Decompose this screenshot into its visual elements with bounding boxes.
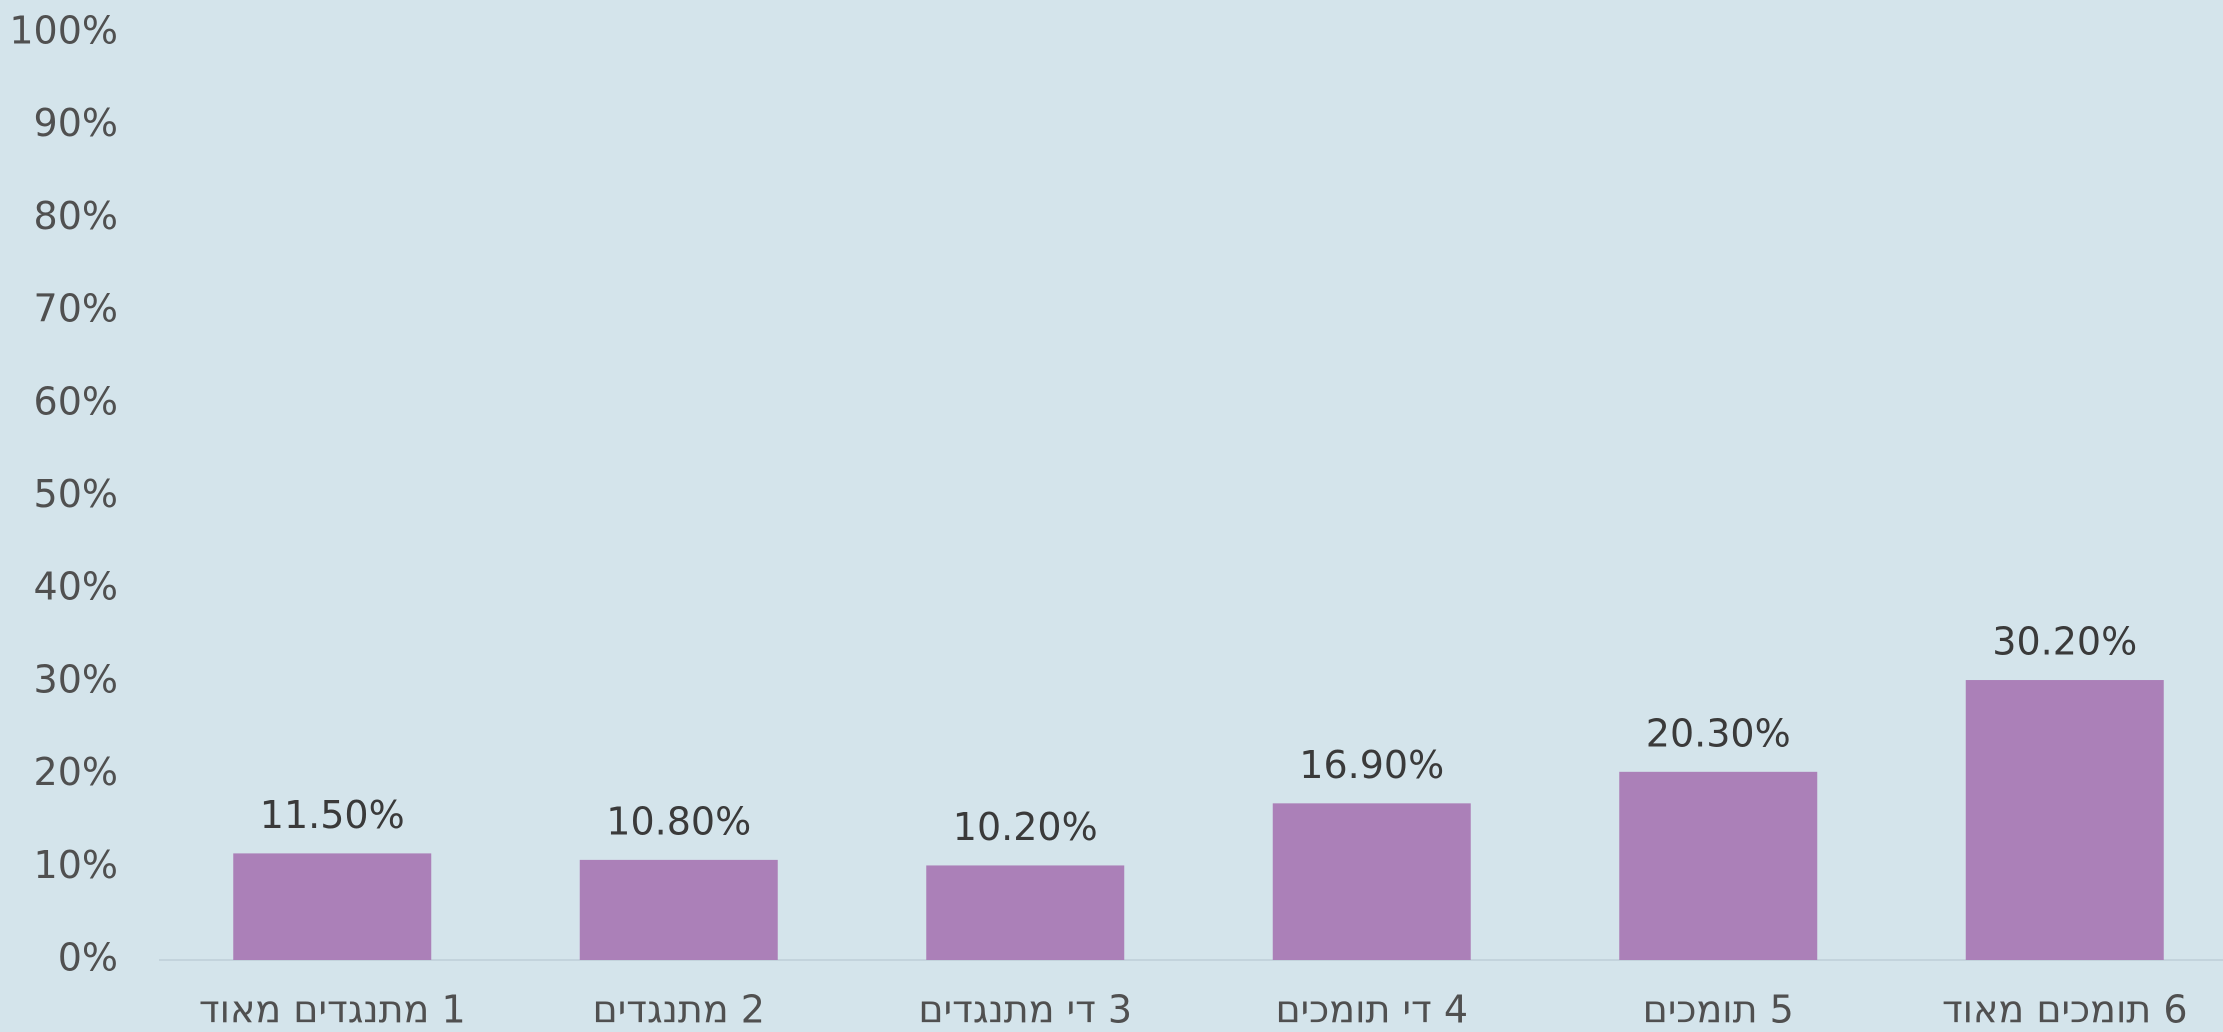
value-label: 10.80% (606, 799, 751, 843)
bar (233, 853, 432, 960)
x-tick-label: 6 תומכים מאוד (1942, 988, 2188, 1032)
y-tick-label: 50% (34, 472, 118, 516)
x-tick-label: 4 די תומכים (1275, 988, 1468, 1032)
value-label: 20.30% (1646, 711, 1791, 755)
y-tick-label: 70% (34, 287, 118, 331)
y-tick-label: 0% (58, 936, 118, 980)
value-label: 16.90% (1299, 743, 1444, 787)
x-tick-label: 1 מתנגדים מאוד (199, 988, 466, 1032)
bar (926, 865, 1125, 960)
bar (1619, 771, 1818, 960)
x-tick-label: 5 תומכים (1643, 988, 1794, 1032)
y-tick-label: 30% (34, 657, 118, 701)
bar (1965, 680, 2164, 960)
value-label: 11.50% (260, 793, 405, 837)
x-tick-label: 3 די מתנגדים (918, 988, 1132, 1032)
x-tick-label: 2 מתנגדים (593, 988, 765, 1032)
bar (1272, 803, 1471, 960)
y-tick-label: 90% (34, 101, 118, 145)
y-tick-label: 100% (9, 9, 118, 53)
value-label: 30.20% (1992, 620, 2137, 664)
y-tick-label: 20% (34, 750, 118, 794)
y-tick-label: 10% (34, 843, 118, 887)
y-tick-label: 80% (34, 194, 118, 238)
y-tick-label: 40% (34, 565, 118, 609)
value-label: 10.20% (953, 805, 1098, 849)
bar (579, 859, 778, 960)
y-tick-label: 60% (34, 379, 118, 423)
